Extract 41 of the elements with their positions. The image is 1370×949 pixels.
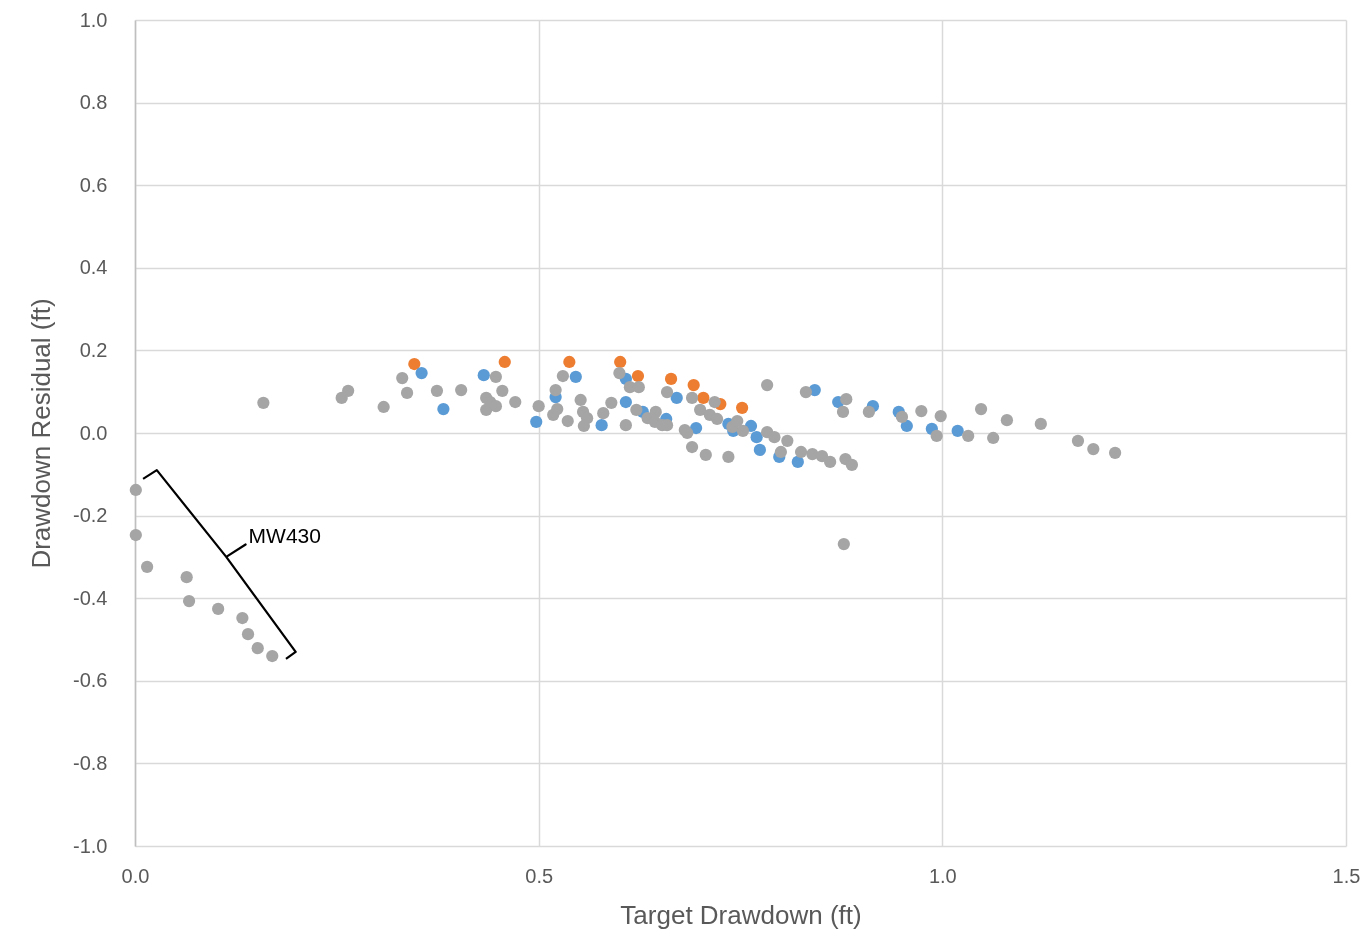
point (689, 421, 703, 435)
x-tick-label: 0.5 (525, 864, 554, 887)
point (687, 378, 700, 392)
x-axis-title: Target Drawdown (ft) (620, 899, 862, 930)
point (498, 355, 511, 369)
y-tick-label: -0.2 (73, 504, 108, 527)
point (563, 355, 576, 369)
point (595, 419, 608, 432)
point (415, 367, 428, 380)
y-tick-label: 0.6 (79, 173, 108, 196)
y-tick-label: 0.8 (79, 91, 108, 114)
y-tick-label: 0.4 (79, 256, 108, 279)
point (951, 424, 964, 438)
x-tick-label: 0.0 (121, 864, 150, 887)
y-axis-title: Drawdown Residual (ft) (26, 298, 57, 569)
x-tick-label: 1.5 (1332, 864, 1361, 887)
annotation: MW430 (248, 523, 321, 547)
y-tick-label: -0.4 (73, 586, 108, 609)
point (437, 402, 450, 416)
y-tick-label: -0.8 (73, 751, 108, 774)
point (477, 369, 490, 382)
point (614, 355, 627, 369)
point (664, 372, 678, 386)
y-tick-label: -1.0 (73, 834, 108, 857)
point (791, 455, 804, 469)
y-tick-label: 0.0 (79, 421, 108, 444)
point (735, 401, 749, 414)
x-tick-label: 1.0 (928, 864, 957, 887)
point (530, 415, 543, 428)
point (750, 431, 763, 444)
point (569, 370, 582, 383)
point (697, 391, 710, 405)
y-tick-label: -0.6 (73, 669, 108, 692)
point (753, 443, 766, 457)
point (670, 391, 683, 405)
point (900, 419, 913, 433)
y-tick-label: 1.0 (79, 8, 108, 31)
point (619, 395, 632, 409)
y-tick-label: 0.2 (79, 338, 108, 361)
point (408, 357, 421, 371)
point (631, 369, 645, 383)
